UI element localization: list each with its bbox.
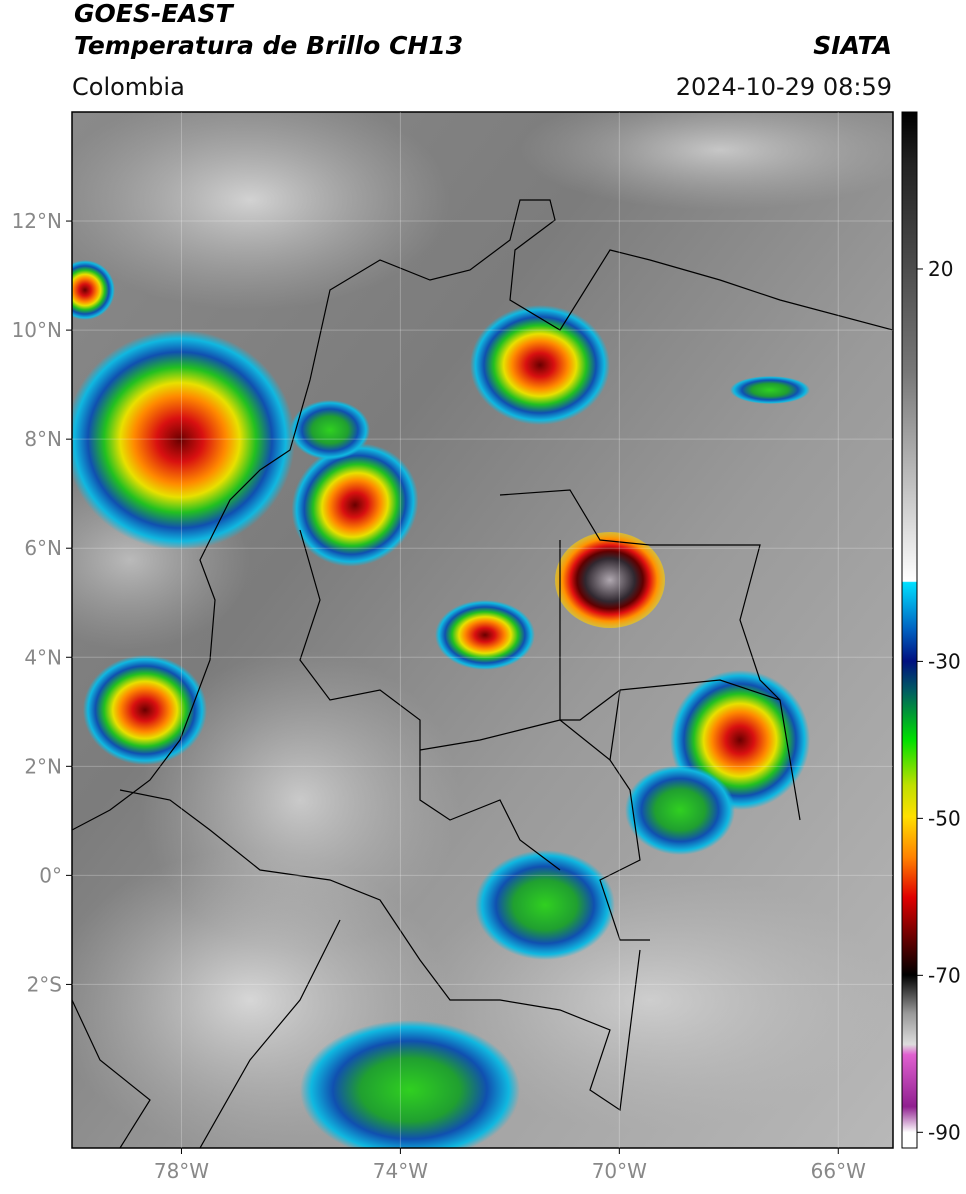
lat-tick-label: 0° xyxy=(39,863,62,887)
lon-tick-label: 66°W xyxy=(811,1159,866,1183)
lat-tick-label: 12°N xyxy=(12,209,62,233)
map-frame xyxy=(71,111,894,1149)
colorbar-tick-label: -70 xyxy=(928,963,961,987)
lat-tick-label: 2°S xyxy=(27,972,62,996)
datetime: 2024-10-29 08:59 xyxy=(676,73,892,101)
title: GOES-EAST xyxy=(74,0,235,28)
region: Colombia xyxy=(72,73,185,101)
lat-tick-label: 8°N xyxy=(24,427,62,451)
source: SIATA xyxy=(813,31,892,60)
lat-tick-label: 10°N xyxy=(12,318,62,342)
colorbar xyxy=(901,111,918,1149)
lon-tick-label: 70°W xyxy=(592,1159,647,1183)
colorbar-tick-label: -30 xyxy=(928,649,961,673)
lon-tick-label: 78°W xyxy=(154,1159,209,1183)
lon-tick-label: 74°W xyxy=(373,1159,428,1183)
subtitle: Temperatura de Brillo CH13 xyxy=(74,31,463,60)
lat-tick-label: 4°N xyxy=(24,645,62,669)
lat-tick-label: 2°N xyxy=(24,754,62,778)
lat-tick-label: 6°N xyxy=(24,536,62,560)
colorbar-tick-label: -90 xyxy=(928,1120,961,1144)
colorbar-tick-label: 20 xyxy=(928,257,953,281)
colorbar-tick-label: -50 xyxy=(928,806,961,830)
satellite-image xyxy=(72,112,893,1148)
